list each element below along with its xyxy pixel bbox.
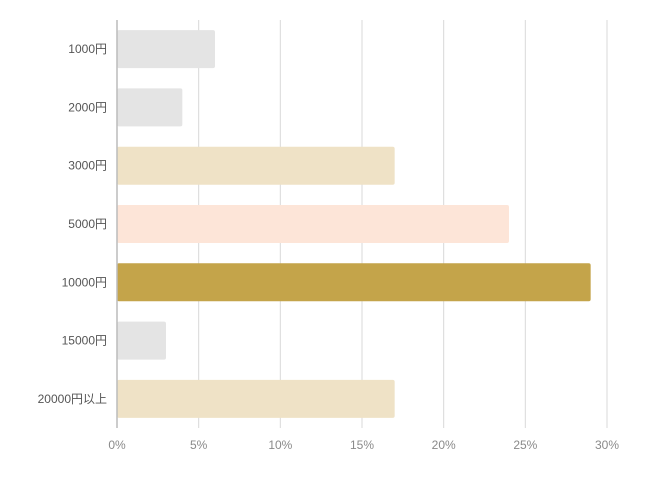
x-tick-label: 10% (268, 438, 292, 452)
bar (117, 379, 395, 418)
category-label: 20000円以上 (38, 392, 107, 406)
x-tick-label: 30% (595, 438, 619, 452)
x-tick-label: 15% (350, 438, 374, 452)
bar (117, 321, 166, 360)
bar (117, 146, 395, 185)
x-tick-label: 25% (513, 438, 537, 452)
category-label: 2000円 (68, 100, 107, 114)
category-label: 3000円 (68, 159, 107, 173)
bar (117, 88, 183, 127)
category-label: 5000円 (68, 217, 107, 231)
x-tick-label: 20% (432, 438, 456, 452)
category-label: 15000円 (62, 334, 107, 348)
x-tick-label: 5% (190, 438, 208, 452)
x-tick-labels: 0% 5% 10% 15% 20% 25% 30% (108, 438, 619, 452)
category-label: 1000円 (68, 42, 107, 56)
bar (117, 30, 215, 69)
bars (117, 30, 591, 418)
category-labels: 1000円 2000円 3000円 5000円 10000円 15000円 20000円以上 (38, 42, 107, 406)
bar (117, 205, 509, 243)
x-tick-label: 0% (108, 438, 126, 452)
category-label: 10000円 (62, 275, 107, 289)
bar (117, 263, 591, 302)
